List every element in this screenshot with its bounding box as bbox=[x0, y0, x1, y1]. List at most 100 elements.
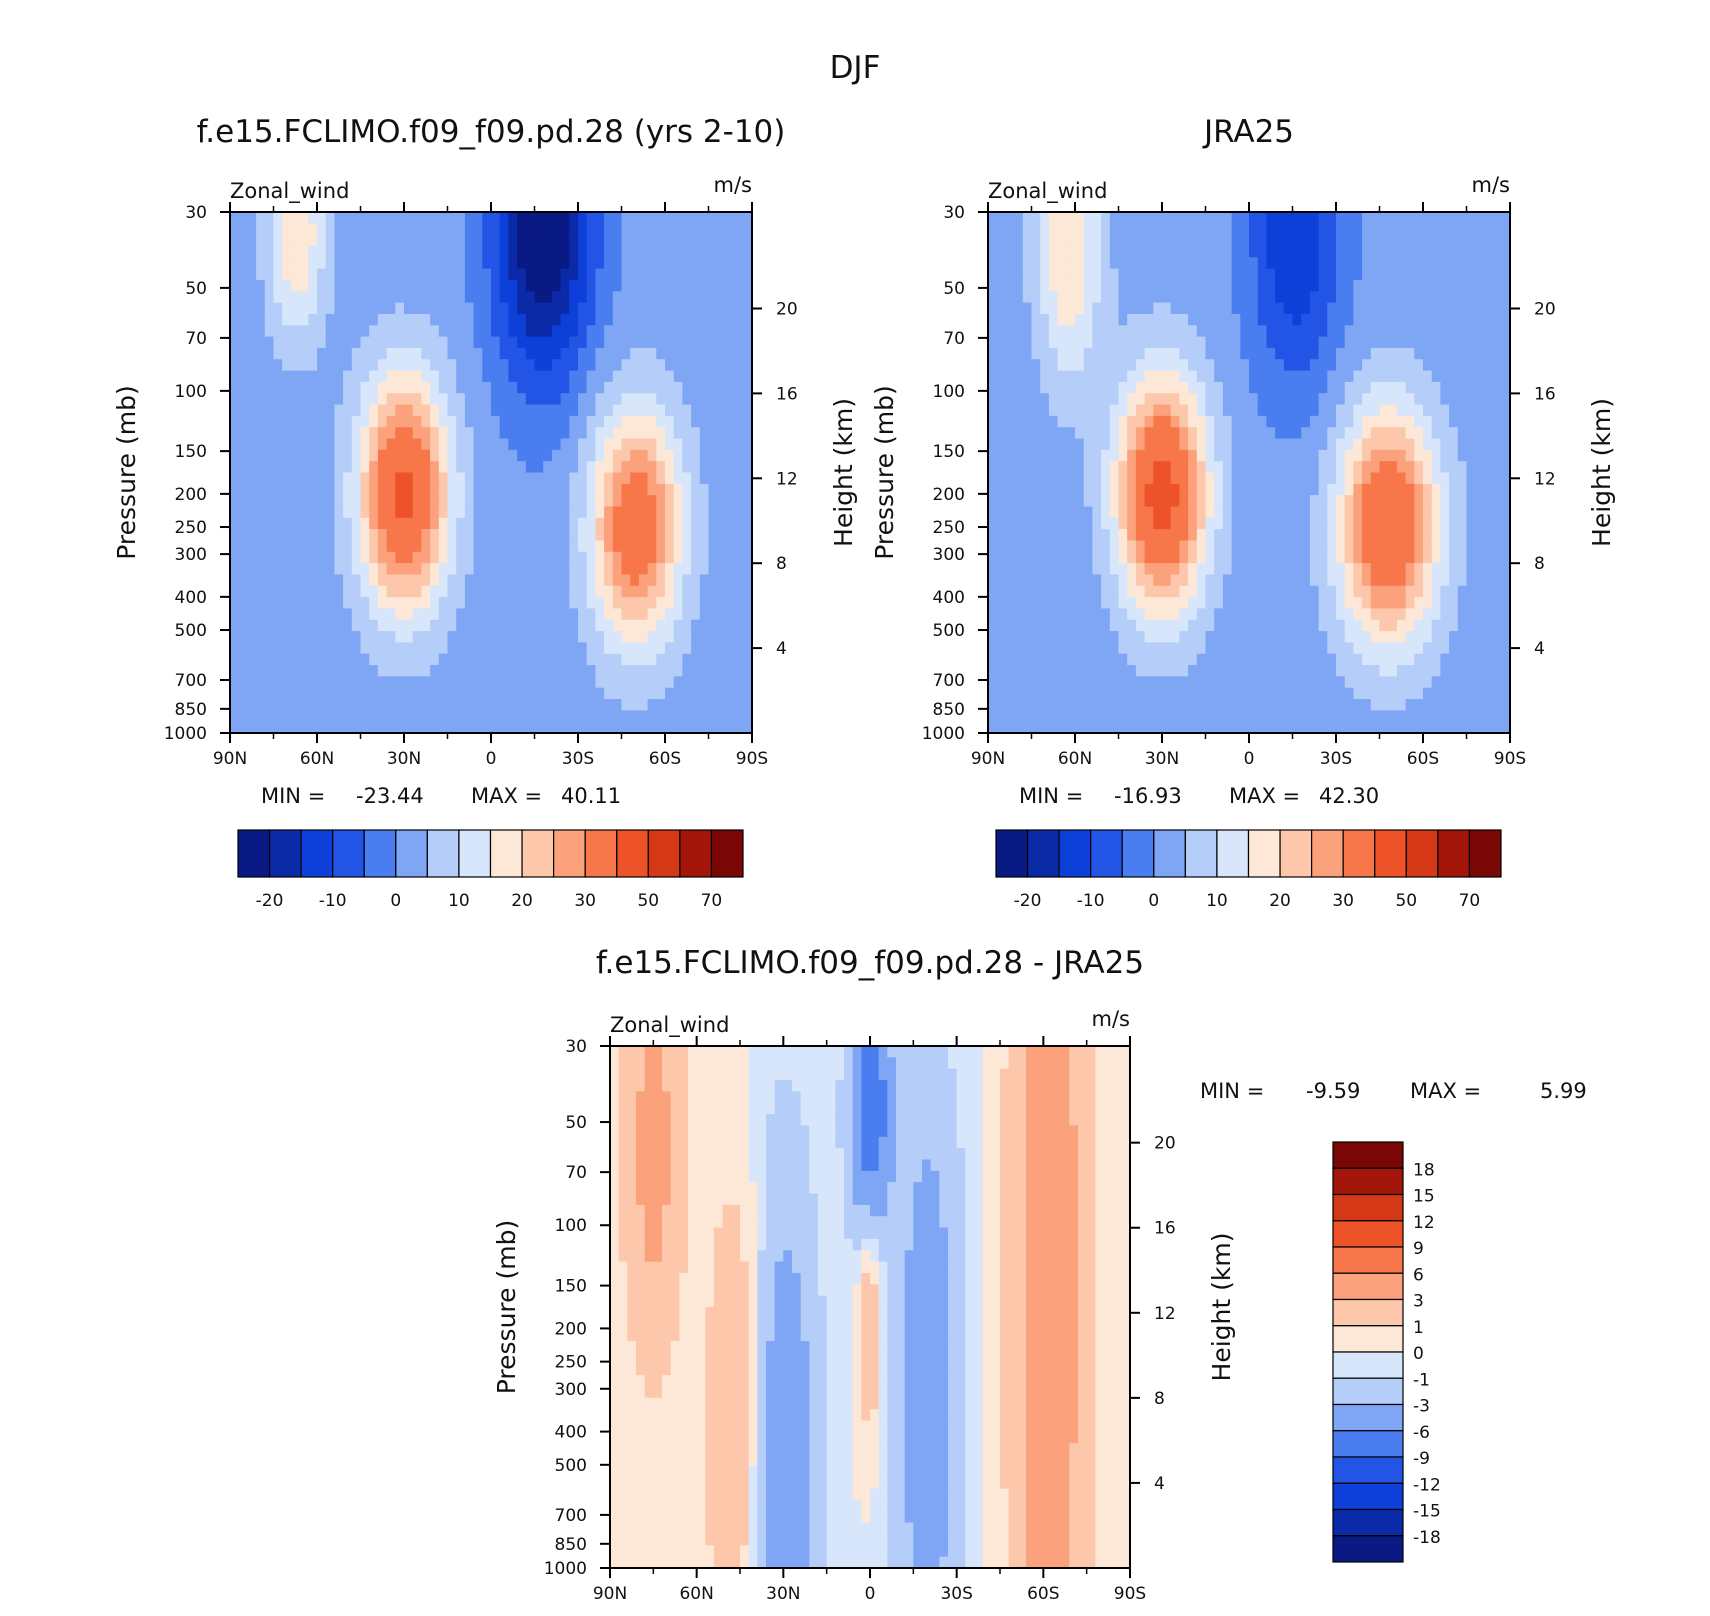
field-cell bbox=[230, 314, 239, 326]
field-cell bbox=[1005, 303, 1014, 315]
field-cell bbox=[1101, 676, 1110, 688]
field-cell bbox=[578, 495, 587, 507]
field-cell bbox=[656, 461, 665, 473]
field-cell bbox=[474, 257, 483, 269]
field-cell bbox=[1023, 450, 1032, 462]
field-cell bbox=[1084, 540, 1093, 552]
field-cell bbox=[1014, 337, 1023, 349]
field-cell bbox=[326, 269, 335, 281]
field-cell bbox=[361, 212, 370, 224]
field-cell bbox=[482, 552, 491, 564]
field-cell bbox=[508, 506, 517, 518]
field-cell bbox=[569, 473, 578, 485]
field-cell bbox=[543, 506, 552, 518]
field-cell bbox=[1345, 676, 1354, 688]
field-cell bbox=[1023, 484, 1032, 496]
colorbar-box bbox=[617, 830, 649, 877]
field-cell bbox=[674, 439, 683, 451]
field-cell bbox=[561, 280, 570, 292]
field-cell bbox=[997, 665, 1006, 677]
field-cell bbox=[1336, 359, 1345, 371]
field-cell bbox=[1014, 699, 1023, 711]
field-cell bbox=[282, 461, 291, 473]
field-cell bbox=[1032, 620, 1041, 632]
field-cell bbox=[1319, 473, 1328, 485]
field-cell bbox=[1058, 540, 1067, 552]
field-cell bbox=[997, 642, 1006, 654]
field-cell bbox=[1336, 506, 1345, 518]
field-cell bbox=[1345, 688, 1354, 700]
field-cell bbox=[535, 314, 544, 326]
field-cell bbox=[1075, 586, 1084, 598]
field-cell bbox=[369, 710, 378, 722]
field-cell bbox=[1023, 540, 1032, 552]
field-cell bbox=[256, 699, 265, 711]
field-cell bbox=[613, 427, 622, 439]
field-cell bbox=[247, 235, 256, 247]
field-cell bbox=[308, 620, 317, 632]
field-cell bbox=[1014, 473, 1023, 485]
field-cell bbox=[1293, 688, 1302, 700]
field-cell bbox=[1240, 506, 1249, 518]
field-cell bbox=[1232, 314, 1241, 326]
field-cell bbox=[334, 325, 343, 337]
field-cell bbox=[369, 654, 378, 666]
field-cell bbox=[1214, 484, 1223, 496]
field-cell bbox=[1110, 665, 1119, 677]
field-cell bbox=[717, 574, 726, 586]
field-cell bbox=[1023, 371, 1032, 383]
field-cell bbox=[421, 314, 430, 326]
field-cell bbox=[1319, 665, 1328, 677]
field-cell bbox=[1327, 540, 1336, 552]
field-cell bbox=[656, 427, 665, 439]
field-cell bbox=[1371, 348, 1380, 360]
field-cell bbox=[291, 246, 300, 258]
field-cell bbox=[535, 427, 544, 439]
y-tick-label: 30 bbox=[185, 203, 207, 223]
field-cell bbox=[682, 246, 691, 258]
field-cell bbox=[1014, 563, 1023, 575]
field-cell bbox=[256, 382, 265, 394]
field-cell bbox=[404, 371, 413, 383]
field-cell bbox=[1179, 722, 1188, 734]
field-cell bbox=[439, 291, 448, 303]
field-cell bbox=[1179, 484, 1188, 496]
field-cell bbox=[543, 382, 552, 394]
field-cell bbox=[517, 405, 526, 417]
field-cell bbox=[648, 495, 657, 507]
field-cell bbox=[613, 608, 622, 620]
field-cell bbox=[300, 642, 309, 654]
field-cell bbox=[1266, 642, 1275, 654]
field-cell bbox=[1310, 212, 1319, 224]
field-cell bbox=[334, 348, 343, 360]
field-cell bbox=[1058, 461, 1067, 473]
field-cell bbox=[1049, 348, 1058, 360]
field-cell bbox=[378, 450, 387, 462]
field-cell bbox=[604, 620, 613, 632]
field-cell bbox=[361, 314, 370, 326]
field-cell bbox=[1145, 473, 1154, 485]
field-cell bbox=[578, 642, 587, 654]
field-cell bbox=[1092, 586, 1101, 598]
field-cell bbox=[369, 620, 378, 632]
field-cell bbox=[1127, 654, 1136, 666]
field-cell bbox=[1188, 359, 1197, 371]
field-cell bbox=[682, 439, 691, 451]
field-cell bbox=[1197, 597, 1206, 609]
field-cell bbox=[1040, 223, 1049, 235]
field-cell bbox=[282, 688, 291, 700]
field-cell bbox=[1136, 246, 1145, 258]
field-cell bbox=[1049, 359, 1058, 371]
field-cell bbox=[726, 223, 735, 235]
field-cell bbox=[1058, 416, 1067, 428]
field-cell bbox=[1284, 314, 1293, 326]
field-cell bbox=[421, 223, 430, 235]
field-cell bbox=[587, 235, 596, 247]
field-cell bbox=[1136, 212, 1145, 224]
field-cell bbox=[1197, 382, 1206, 394]
field-cell bbox=[682, 450, 691, 462]
field-cell bbox=[1179, 699, 1188, 711]
field-cell bbox=[543, 540, 552, 552]
field-cell bbox=[717, 722, 726, 734]
field-cell bbox=[1284, 710, 1293, 722]
